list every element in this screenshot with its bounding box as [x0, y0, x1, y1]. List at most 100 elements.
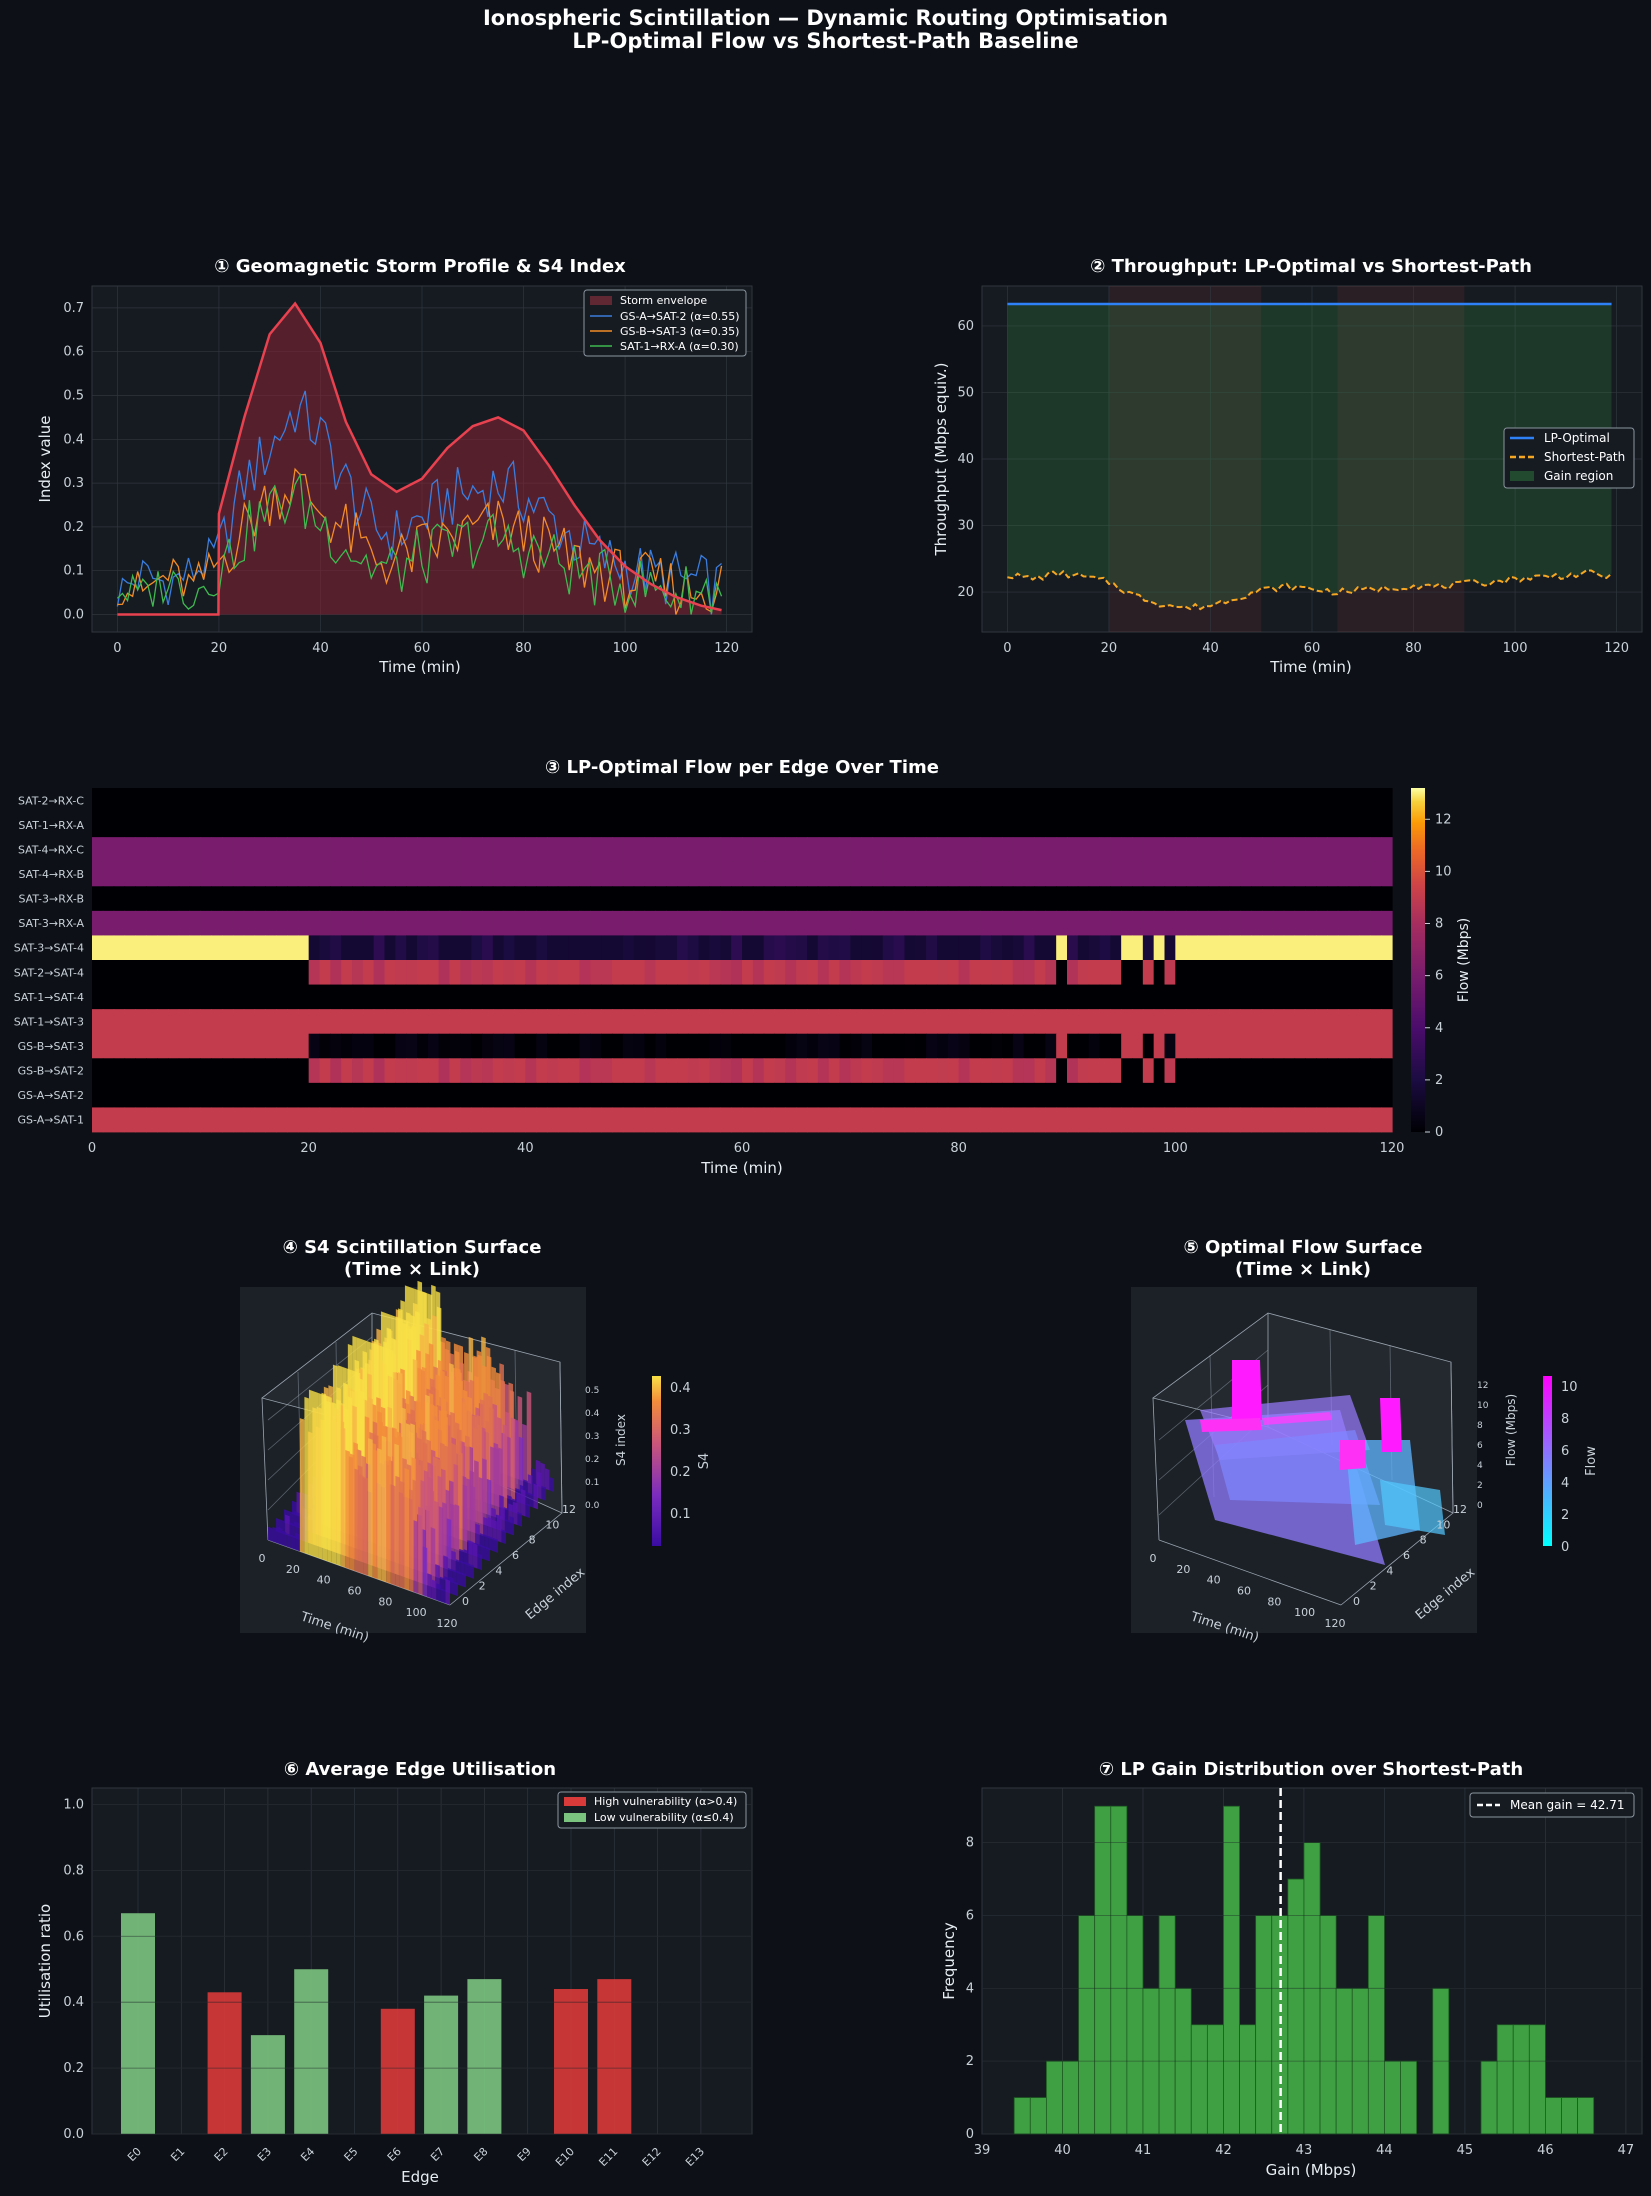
heatmap-cell	[644, 910, 656, 936]
heatmap-cell	[167, 1058, 180, 1084]
heatmap-cell	[1045, 1033, 1057, 1059]
heatmap-cell	[1077, 837, 1090, 863]
heatmap-cell	[352, 1033, 364, 1059]
heatmap-cell	[254, 788, 266, 813]
heatmap-cell	[1337, 935, 1350, 961]
heatmap-cell	[438, 910, 451, 936]
heatmap-row-label: SAT-1→SAT-3	[14, 1015, 84, 1028]
heatmap-cell	[1370, 935, 1382, 961]
heatmap-cell	[232, 812, 245, 838]
util-y-tick: 0.2	[63, 2061, 84, 2076]
heatmap-cell	[308, 837, 321, 863]
heatmap-cell	[742, 812, 754, 838]
heatmap-cell	[590, 788, 602, 813]
heatmap-cell	[113, 1082, 126, 1108]
heatmap-cell	[1034, 984, 1046, 1010]
heatmap-cell	[1056, 812, 1068, 838]
gain-bin	[1206, 2024, 1224, 2135]
heatmap-cell	[633, 886, 646, 912]
heatmap-cell	[1056, 935, 1068, 961]
gain-bin	[1561, 2097, 1579, 2135]
heatmap-cell	[232, 837, 245, 863]
heatmap-cell	[460, 788, 472, 813]
heatmap-cell	[449, 837, 461, 863]
heatmap-cell	[752, 812, 765, 838]
gain-bin	[1512, 2024, 1530, 2135]
heatmap-cell	[796, 1009, 808, 1035]
heatmap-cell	[373, 935, 386, 961]
heatmap-cell	[601, 1033, 613, 1059]
heatmap-cell	[1294, 886, 1306, 912]
heatmap-cell	[352, 935, 364, 961]
heatmap-cell	[200, 861, 212, 887]
heatmap-cell	[796, 812, 808, 838]
heatmap-cell	[449, 984, 461, 1010]
heatmap-cell	[1153, 861, 1166, 887]
gain-bin	[1223, 1805, 1240, 2135]
heatmap-cell	[1077, 812, 1090, 838]
heatmap-cell	[503, 788, 516, 813]
colorbar-tick-label: 2	[1435, 1073, 1443, 1088]
s4-surface-facet	[540, 1462, 545, 1489]
heatmap-cell	[926, 886, 938, 912]
heatmap-cell	[395, 1058, 407, 1084]
heatmap-cell	[1142, 886, 1155, 912]
heatmap-cell	[709, 886, 721, 912]
heatmap-cell	[698, 1082, 711, 1108]
heatmap-cell	[980, 1058, 992, 1084]
s4-surface-facet	[430, 1527, 436, 1589]
heatmap-cell	[785, 984, 797, 1010]
heatmap-cell	[991, 1033, 1003, 1059]
heatmap-cell	[92, 984, 104, 1010]
heatmap-cell	[742, 984, 754, 1010]
heatmap-cell	[1023, 812, 1036, 838]
heatmap-cell	[417, 812, 429, 838]
heatmap-cell	[612, 812, 624, 838]
s4-y-tick: 6	[512, 1549, 519, 1562]
s4-surface-facet	[525, 1503, 530, 1519]
heatmap-cell	[135, 935, 147, 961]
heatmap-cell	[1088, 812, 1101, 838]
heatmap-cell	[568, 1107, 581, 1133]
heatmap-cell	[373, 960, 386, 985]
heatmap-cell	[785, 935, 797, 961]
heatmap-cell	[157, 1058, 169, 1084]
heatmap-cell	[1348, 1107, 1361, 1133]
heatmap-cell	[796, 935, 808, 961]
heatmap-cell	[763, 812, 776, 838]
heatmap-cell	[1012, 1058, 1025, 1084]
heatmap-cell	[720, 812, 732, 838]
flow-surface-y-tick: 12	[1453, 1503, 1467, 1516]
storm-y-tick: 0.2	[63, 520, 84, 535]
heatmap-cell	[1077, 1082, 1090, 1108]
heatmap-cell	[633, 935, 646, 961]
heatmap-cell	[1175, 1082, 1187, 1108]
util-x-tick: E1	[168, 2145, 187, 2164]
heatmap-cell	[341, 1107, 353, 1133]
heatmap-cell	[297, 1033, 310, 1059]
heatmap-cell	[1045, 910, 1057, 936]
heatmap-cell	[1305, 812, 1317, 838]
flow-colorbar-tick: 6	[1561, 1444, 1569, 1459]
heatmap-cell	[850, 1082, 862, 1108]
heatmap-cell	[612, 788, 624, 813]
heatmap-cell	[1045, 837, 1057, 863]
heatmap-cell	[1305, 1009, 1317, 1035]
heatmap-cell	[828, 837, 841, 863]
heatmap-cell	[189, 1058, 201, 1084]
s4-surface-facet	[438, 1506, 444, 1580]
heatmap-cell	[644, 1033, 656, 1059]
heatmap-cell	[1305, 861, 1317, 887]
heatmap-cell	[807, 812, 819, 838]
heatmap-cell	[178, 984, 191, 1010]
heatmap-cell	[666, 1082, 678, 1108]
heatmap-cell	[1348, 935, 1361, 961]
heatmap-cell	[731, 1058, 743, 1084]
heatmap-cell	[330, 837, 342, 863]
heatmap-cell	[1132, 861, 1144, 887]
s4-surface-facet	[268, 1526, 273, 1542]
s4-surface-facet	[451, 1550, 456, 1573]
heatmap-cell	[698, 812, 711, 838]
heatmap-cell	[1088, 1107, 1101, 1133]
heatmap-cell	[146, 1033, 158, 1059]
